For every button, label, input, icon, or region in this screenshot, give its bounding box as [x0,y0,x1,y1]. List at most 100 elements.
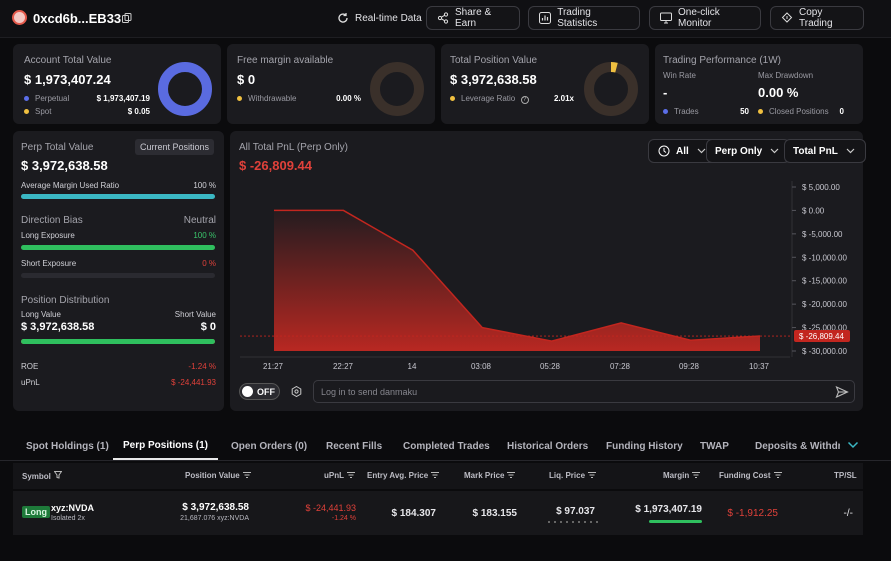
copy-trading-icon [781,12,793,25]
y-tick-label: $ -10,000.00 [802,253,847,262]
pnl-chart-card: All Total PnL (Perp Only) $ -26,809.44 $… [230,131,863,411]
free-margin-title: Free margin available [237,55,334,66]
sort-icon[interactable] [773,471,782,480]
trading-statistics-button[interactable]: Trading Statistics [528,6,640,30]
help-icon[interactable]: ? [520,96,529,104]
long-exposure-label: Long Exposure [21,231,75,240]
sort-icon[interactable] [431,471,440,480]
col-mark-price[interactable]: Mark Price [464,471,516,480]
short-value-label: Short Value [174,310,216,319]
withdrawable-dot [237,96,242,102]
col-funding-cost[interactable]: Funding Cost [719,471,782,480]
tabs-more-chevron-icon[interactable] [847,440,859,450]
x-tick-label: 22:27 [333,362,354,371]
row-symbol[interactable]: xyz:NVDA [51,503,95,513]
tab-completed-trades[interactable]: Completed Trades [403,440,490,452]
x-tick-label: 03:08 [471,362,492,371]
y-tick-label: $ -20,000.00 [802,300,847,309]
sort-icon[interactable] [347,471,355,480]
trading-statistics-label: Trading Statistics [557,7,598,29]
sort-icon[interactable] [692,471,701,480]
sort-icon[interactable] [242,471,251,480]
tab-historical-orders[interactable]: Historical Orders [507,440,589,452]
realtime-data-button[interactable]: Real-time Data [326,6,432,30]
refresh-icon [336,12,349,25]
table-header-bg [13,463,863,489]
row-margin: $ 1,973,407.19 [635,504,702,515]
col-entry-price-label: Entry Avg. Price [367,471,429,480]
row-position-value: $ 3,972,638.58 [182,502,249,513]
perp-only-dropdown[interactable]: Perp Only [706,139,791,163]
total-position-value: $ 3,972,638.58 [450,72,537,87]
tab-spot-holdings[interactable]: Spot Holdings (1) [26,440,109,452]
col-upnl[interactable]: uPnL [324,471,355,480]
danmaku-input[interactable]: Log in to send danmaku [313,380,855,403]
tab-twap[interactable]: TWAP [700,440,729,452]
closed-positions-row: Closed Positions 0 [758,107,844,116]
withdrawable-value: 0.00 % [336,94,361,103]
col-margin[interactable]: Margin [663,471,701,480]
col-liq-price-label: Liq. Price [549,471,586,480]
tab-deposits-withdraw[interactable]: Deposits & Withdraw [755,440,840,452]
table-row[interactable]: Long xyz:NVDA Isolated 2x $ 3,972,638.58… [13,491,863,535]
avg-margin-value: 100 % [193,181,216,190]
distribution-bar [21,339,215,344]
win-rate-value: - [663,85,668,100]
x-tick-label: 10:37 [749,362,770,371]
withdrawable-label: Withdrawable [248,94,297,103]
row-liq-price: $ 97.037 [556,506,595,517]
tab-open-orders[interactable]: Open Orders (0) [231,440,308,452]
copy-address-icon[interactable] [122,13,132,23]
row-entry-price: $ 184.307 [391,508,437,519]
col-entry-price[interactable]: Entry Avg. Price [367,471,440,480]
closed-positions-value: 0 [839,107,844,116]
total-pnl-dropdown[interactable]: Total PnL [784,139,866,163]
col-upnl-label: uPnL [324,471,344,480]
trades-dot [663,109,668,115]
one-click-monitor-button[interactable]: One-click Monitor [649,6,761,30]
col-position-value-label: Position Value [185,471,240,480]
short-exposure-value: 0 % [202,259,216,268]
copy-trading-button[interactable]: Copy Trading [770,6,864,30]
y-tick-label: $ -25,000.00 [802,324,847,333]
toggle-state-label: OFF [257,387,275,397]
time-range-dropdown[interactable]: All [648,139,717,163]
closed-positions-label: Closed Positions [769,107,829,116]
sort-icon[interactable] [507,471,516,480]
spot-row: Spot $ 0.05 [24,107,150,116]
sort-icon[interactable] [588,471,597,480]
row-tpsl[interactable]: -/- [843,508,853,519]
share-earn-button[interactable]: Share & Earn [426,6,520,30]
tab-funding-history[interactable]: Funding History [606,440,683,452]
send-icon[interactable] [835,385,849,399]
x-tick-label: 09:28 [679,362,700,371]
tab-perp-positions[interactable]: Perp Positions (1) [113,432,218,460]
col-liq-price[interactable]: Liq. Price [549,471,597,480]
account-total-title: Account Total Value [24,55,112,66]
max-drawdown-label: Max Drawdown [758,71,814,80]
spot-dot [24,109,29,115]
side-badge: Long [22,506,50,518]
x-tick-label: 21:27 [263,362,284,371]
short-value: $ 0 [200,321,216,333]
col-tpsl-label: TP/SL [834,471,857,480]
col-symbol[interactable]: Symbol [22,471,63,481]
short-exposure-bar [21,273,215,278]
pnl-line [274,209,761,342]
long-exposure-value: 100 % [193,231,216,240]
current-positions-badge[interactable]: Current Positions [135,139,215,155]
filter-icon[interactable] [53,471,63,481]
roe-value: -1.24 % [188,362,216,371]
danmaku-toggle[interactable]: OFF [239,383,280,400]
perpetual-dot [24,96,29,102]
roe-label: ROE [21,362,39,371]
long-value: $ 3,972,638.58 [21,321,95,333]
col-position-value[interactable]: Position Value [185,471,251,480]
time-range-value: All [676,145,689,157]
tabs-divider [0,460,891,461]
liq-distance-indicator [548,521,598,523]
max-drawdown-value: 0.00 % [758,85,799,100]
current-value-tag [794,330,850,343]
danmaku-settings-icon[interactable] [291,385,302,398]
tab-recent-fills[interactable]: Recent Fills [326,440,383,452]
